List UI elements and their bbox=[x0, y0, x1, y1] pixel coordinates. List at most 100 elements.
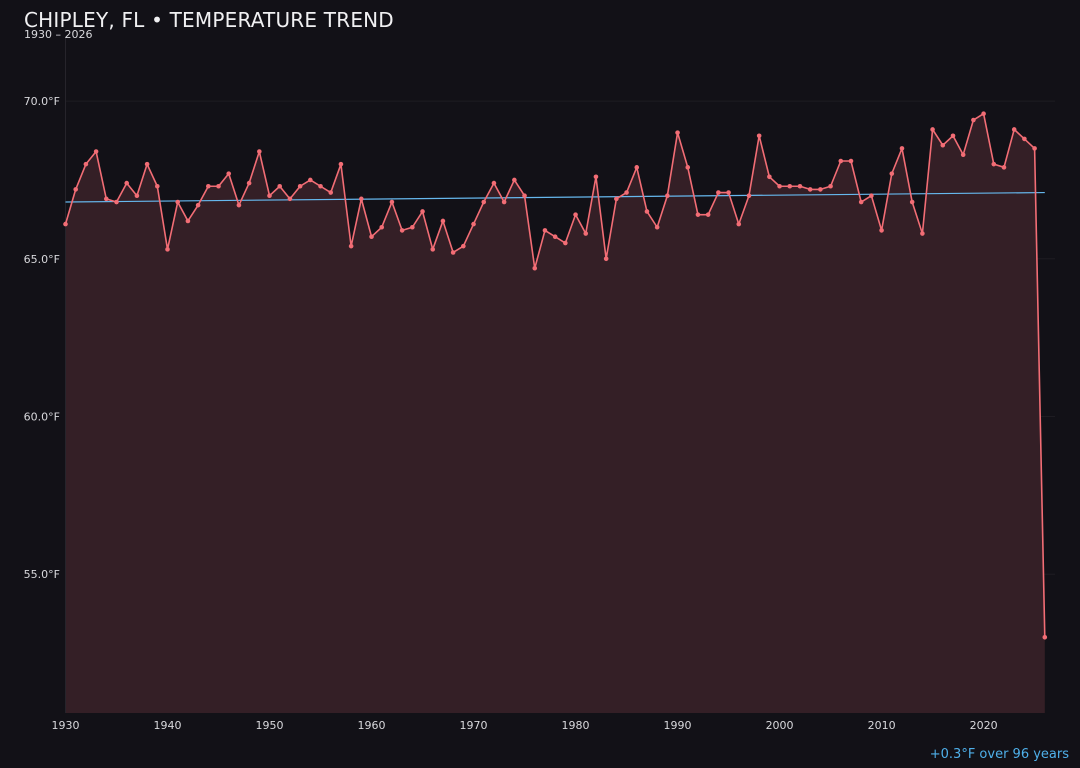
data-point bbox=[420, 209, 425, 214]
data-point bbox=[685, 165, 691, 170]
data-point bbox=[787, 183, 793, 189]
data-point bbox=[869, 193, 874, 199]
data-point bbox=[644, 209, 650, 214]
data-point bbox=[716, 190, 721, 195]
data-point bbox=[73, 187, 78, 192]
data-point bbox=[940, 142, 946, 148]
data-point bbox=[583, 231, 589, 236]
data-point bbox=[1001, 165, 1007, 170]
data-point bbox=[277, 183, 283, 189]
x-tick-label: 1930 bbox=[52, 719, 80, 732]
x-tick-label: 1990 bbox=[664, 719, 692, 732]
data-point bbox=[63, 221, 68, 227]
data-point bbox=[746, 193, 752, 199]
data-point bbox=[573, 212, 578, 217]
data-point bbox=[430, 247, 436, 252]
data-point bbox=[899, 146, 905, 151]
data-point bbox=[950, 133, 956, 139]
chart-title: CHIPLEY, FL • TEMPERATURE TREND bbox=[24, 8, 394, 32]
data-point bbox=[93, 149, 99, 154]
data-point bbox=[348, 243, 354, 249]
data-point bbox=[144, 161, 150, 167]
data-point bbox=[838, 158, 844, 164]
data-point bbox=[675, 130, 680, 135]
data-point bbox=[389, 199, 395, 205]
data-point bbox=[175, 199, 181, 205]
data-point bbox=[654, 224, 660, 230]
data-point bbox=[603, 256, 609, 262]
data-point bbox=[542, 228, 548, 233]
data-point bbox=[705, 212, 711, 217]
data-point bbox=[185, 218, 191, 224]
data-point bbox=[909, 199, 915, 205]
x-tick-label: 2020 bbox=[970, 719, 998, 732]
data-point bbox=[134, 193, 140, 199]
data-point bbox=[481, 199, 487, 205]
data-point bbox=[1042, 635, 1048, 640]
data-point bbox=[512, 177, 517, 183]
temperature-area-fill bbox=[65, 113, 1045, 713]
x-axis-ticks: 1930 1940 1950 1960 1970 1980 1990 2000 2010 2020 bbox=[52, 719, 998, 732]
data-point bbox=[634, 165, 640, 170]
y-tick-label: 65.0°F bbox=[24, 253, 60, 266]
data-point bbox=[114, 199, 119, 205]
y-tick-label: 60.0°F bbox=[24, 411, 60, 424]
y-tick-label: 55.0°F bbox=[24, 568, 60, 581]
data-point bbox=[328, 190, 334, 195]
y-tick-label: 70.0°F bbox=[24, 95, 60, 108]
data-point bbox=[736, 221, 742, 227]
data-point bbox=[257, 149, 262, 154]
data-point bbox=[165, 247, 170, 252]
data-point bbox=[399, 228, 405, 233]
data-point bbox=[287, 196, 293, 202]
x-tick-label: 2010 bbox=[868, 719, 896, 732]
data-point bbox=[971, 117, 976, 123]
data-point bbox=[297, 183, 303, 189]
data-point bbox=[83, 161, 89, 167]
data-point bbox=[767, 174, 772, 180]
data-point bbox=[889, 171, 895, 176]
data-point bbox=[1022, 136, 1027, 142]
data-point bbox=[960, 152, 966, 158]
data-point bbox=[920, 231, 925, 236]
data-point bbox=[471, 221, 476, 227]
x-tick-label: 1970 bbox=[460, 719, 488, 732]
data-point bbox=[318, 183, 323, 189]
data-point bbox=[828, 183, 833, 189]
data-point bbox=[155, 183, 160, 189]
data-point bbox=[369, 234, 374, 240]
data-point bbox=[726, 190, 731, 195]
data-point bbox=[777, 183, 782, 189]
data-point bbox=[848, 158, 854, 164]
data-point bbox=[593, 174, 599, 180]
data-point bbox=[797, 183, 803, 189]
data-point bbox=[267, 193, 272, 199]
data-point bbox=[236, 202, 242, 208]
data-point bbox=[359, 196, 364, 202]
data-point bbox=[308, 177, 313, 183]
data-point bbox=[246, 180, 252, 186]
data-point bbox=[501, 199, 507, 205]
trend-line bbox=[65, 191, 1045, 203]
data-point bbox=[410, 224, 415, 230]
data-point bbox=[216, 183, 221, 189]
data-point bbox=[532, 265, 538, 271]
data-point bbox=[624, 190, 629, 195]
data-point bbox=[491, 180, 497, 186]
data-point bbox=[1032, 146, 1037, 151]
x-tick-label: 2000 bbox=[766, 719, 794, 732]
data-point bbox=[124, 180, 130, 186]
data-point bbox=[440, 218, 446, 224]
data-point bbox=[930, 127, 935, 132]
data-point bbox=[450, 250, 456, 255]
data-point bbox=[104, 196, 109, 202]
data-point bbox=[991, 161, 997, 167]
data-point bbox=[1011, 127, 1017, 132]
data-point bbox=[981, 111, 986, 116]
trend-annotation: +0.3°F over 96 years bbox=[929, 747, 1069, 762]
data-point bbox=[807, 187, 813, 192]
chart-subtitle: 1930 – 2026 bbox=[24, 28, 93, 41]
data-point bbox=[522, 193, 527, 199]
data-point bbox=[195, 202, 201, 208]
